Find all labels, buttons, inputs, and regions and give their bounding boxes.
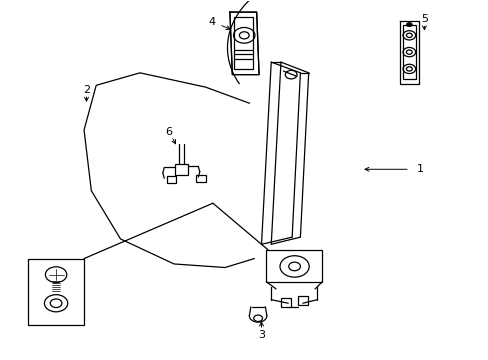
Bar — [297, 296, 307, 305]
Bar — [166, 176, 176, 183]
Bar — [233, 18, 252, 69]
Circle shape — [406, 22, 411, 27]
Bar — [402, 25, 415, 79]
Bar — [196, 175, 205, 182]
Polygon shape — [399, 21, 418, 84]
Text: 1: 1 — [416, 164, 423, 174]
Bar — [266, 249, 322, 282]
Text: 5: 5 — [420, 14, 427, 23]
Bar — [175, 164, 187, 175]
Bar — [281, 298, 290, 307]
Bar — [28, 258, 84, 325]
Text: 4: 4 — [208, 17, 215, 27]
Text: 6: 6 — [165, 127, 172, 137]
Polygon shape — [229, 12, 259, 75]
Text: 2: 2 — [83, 85, 90, 95]
Text: 3: 3 — [258, 330, 264, 341]
